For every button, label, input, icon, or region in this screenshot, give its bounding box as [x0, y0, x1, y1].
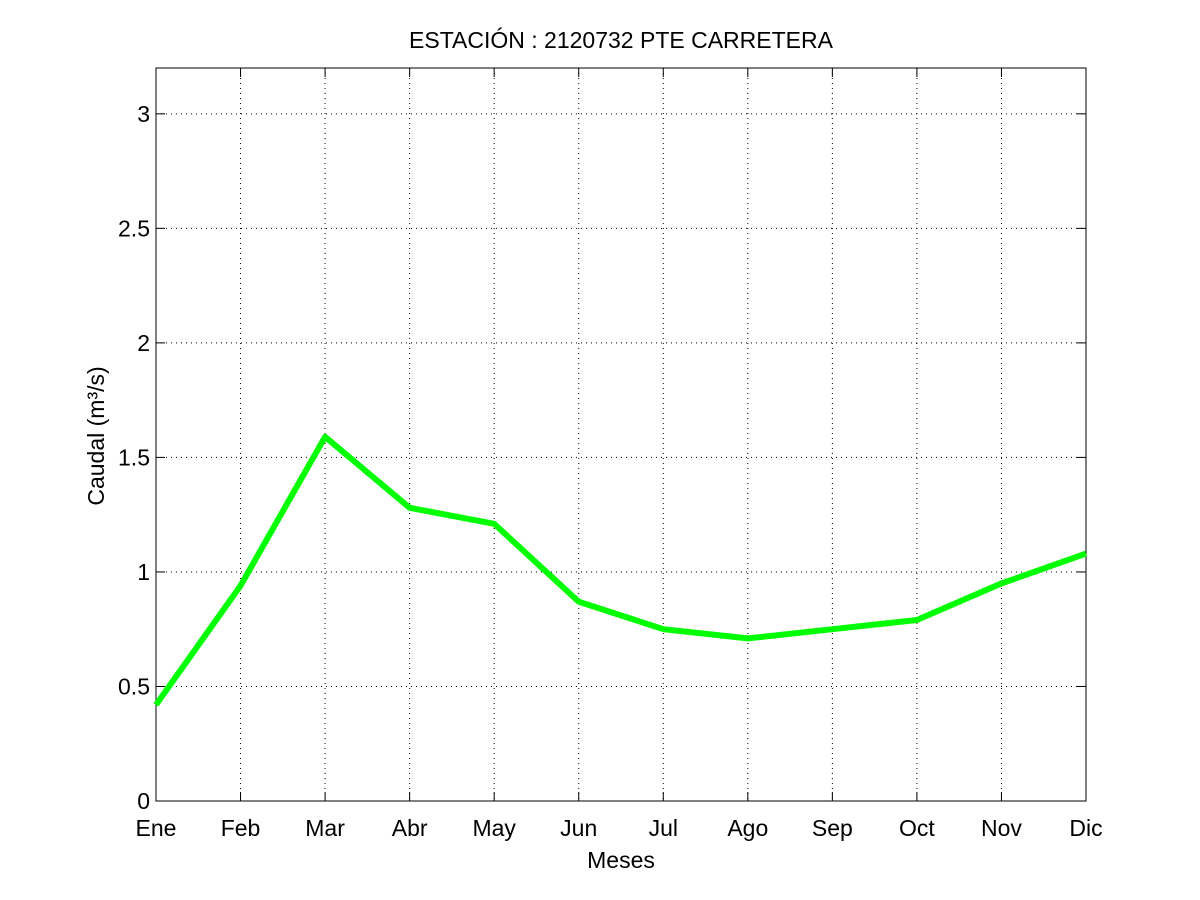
plot-frame: [155, 67, 1087, 802]
x-tick-label: Jul: [649, 815, 678, 841]
y-tick-label: 0.5: [118, 673, 150, 699]
tick-marks: [155, 68, 1087, 802]
x-tick-label: Mar: [305, 815, 345, 841]
y-tick-labels: 0 0.5 1 1.5 2 2.5 3: [118, 101, 150, 814]
y-tick-label: 2.5: [118, 215, 150, 241]
x-tick-label: Feb: [221, 815, 261, 841]
x-axis-label: Meses: [587, 847, 655, 873]
y-tick-label: 1.5: [118, 444, 150, 470]
x-tick-label: Abr: [392, 815, 428, 841]
series-layer: [153, 433, 1087, 707]
x-tick-labels: Ene Feb Mar Abr May Jun Jul Ago Sep Oct Nov Dic: [136, 815, 1103, 841]
y-tick-label: 1: [137, 559, 150, 585]
x-tick-label: May: [472, 815, 516, 841]
x-tick-label: Ene: [136, 815, 177, 841]
series-line: [153, 433, 1087, 707]
y-tick-label: 2: [137, 330, 150, 356]
x-tick-label: Nov: [981, 815, 1022, 841]
x-tick-label: Ago: [727, 815, 768, 841]
y-tick-label: 0: [137, 788, 150, 814]
x-tick-label: Sep: [812, 815, 853, 841]
x-tick-label: Oct: [899, 815, 935, 841]
y-axis-label: Caudal (m³/s): [83, 366, 109, 505]
x-tick-label: Dic: [1069, 815, 1102, 841]
grid-lines: [156, 68, 1086, 801]
x-tick-label: Jun: [560, 815, 597, 841]
y-tick-label: 3: [137, 101, 150, 127]
chart-title: ESTACIÓN : 2120732 PTE CARRETERA: [409, 27, 834, 53]
